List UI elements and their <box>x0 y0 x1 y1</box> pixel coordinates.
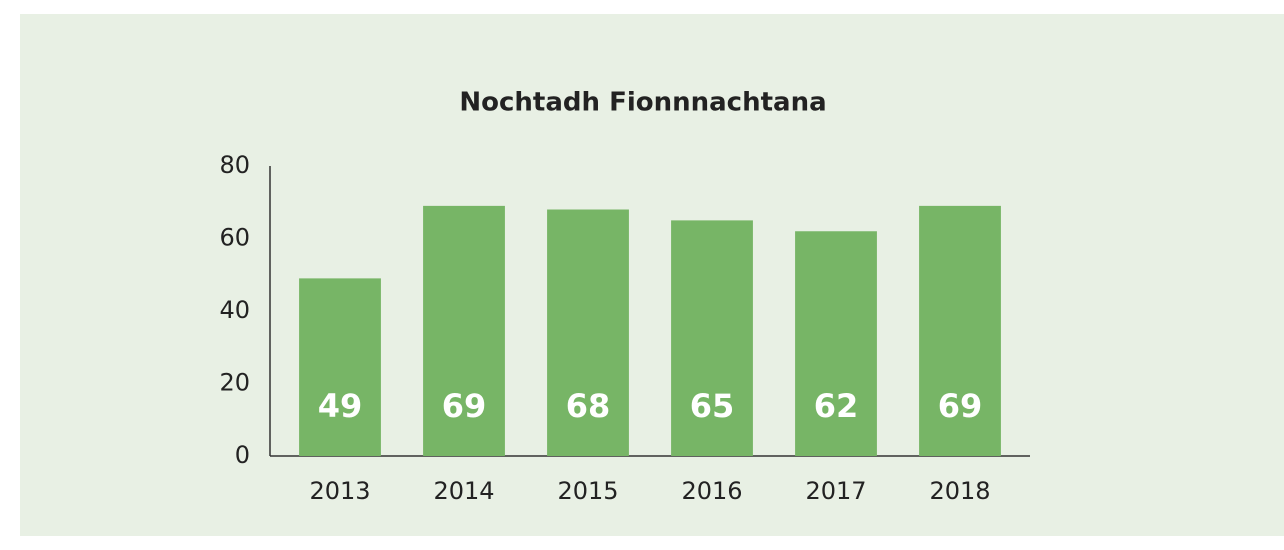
panel <box>20 14 1284 536</box>
chart-title: Nochtadh Fionnnachtana <box>459 88 826 118</box>
x-tick-label: 2018 <box>929 477 990 505</box>
value-label: 62 <box>814 387 859 425</box>
x-tick-label: 2013 <box>309 477 370 505</box>
y-tick-label: 40 <box>219 296 250 324</box>
x-tick-label: 2014 <box>433 477 494 505</box>
bar <box>423 205 505 456</box>
bar <box>919 205 1001 456</box>
x-tick-label: 2017 <box>805 477 866 505</box>
value-label: 49 <box>318 387 363 425</box>
bar <box>299 278 381 456</box>
x-tick-label: 2016 <box>681 477 742 505</box>
y-tick-label: 20 <box>219 369 250 397</box>
value-label: 69 <box>442 387 487 425</box>
bar <box>795 231 877 456</box>
y-tick-label: 0 <box>235 441 250 469</box>
value-label: 68 <box>566 387 611 425</box>
value-label: 69 <box>938 387 983 425</box>
x-tick-label: 2015 <box>557 477 618 505</box>
bar <box>671 220 753 456</box>
y-tick-label: 80 <box>219 151 250 179</box>
y-tick-label: 60 <box>219 224 250 252</box>
bar <box>547 209 629 456</box>
value-label: 65 <box>690 387 735 425</box>
